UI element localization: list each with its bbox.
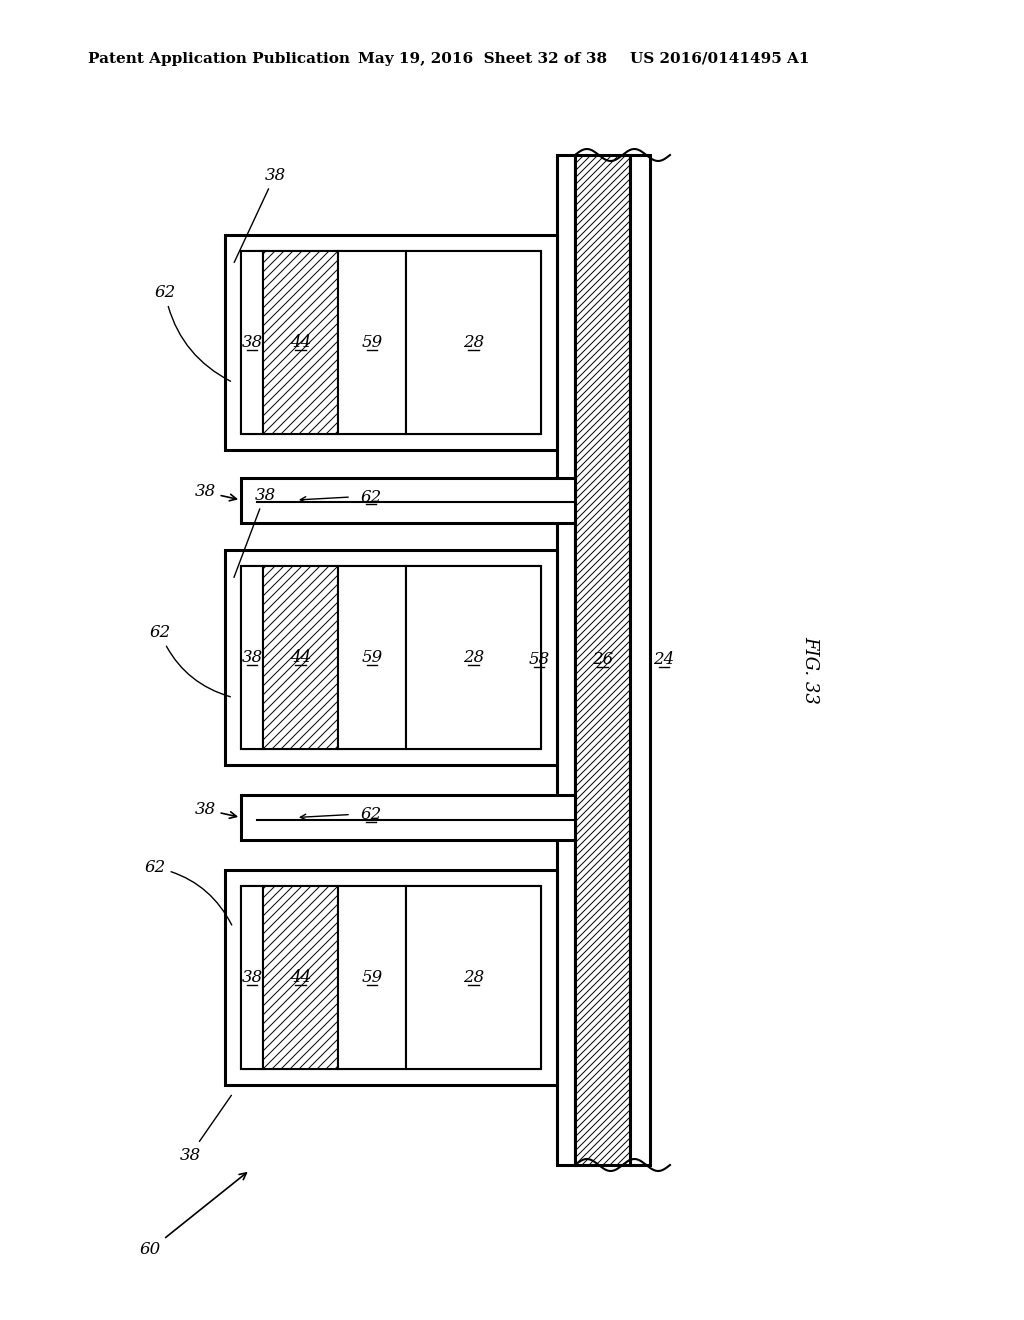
Bar [241,886,263,1069]
Text: 59: 59 [361,969,383,986]
Text: 62: 62 [155,284,230,381]
Text: 26: 26 [592,652,613,668]
Bar [263,251,338,434]
Text: 44: 44 [290,969,311,986]
Text: 62: 62 [144,859,231,925]
Text: 28: 28 [463,334,484,351]
Bar [225,870,557,1085]
Bar [241,566,263,748]
Text: 28: 28 [463,969,484,986]
Text: 38: 38 [242,969,262,986]
Bar [575,154,630,1166]
Bar [630,154,650,1166]
Text: 38: 38 [234,166,286,263]
Text: 24: 24 [653,652,675,668]
Bar [338,886,406,1069]
Bar [241,251,541,434]
Text: 60: 60 [139,1173,247,1258]
Bar [338,566,406,748]
Bar [225,235,557,450]
Text: May 19, 2016  Sheet 32 of 38: May 19, 2016 Sheet 32 of 38 [358,51,607,66]
Bar [263,886,338,1069]
Bar [263,566,338,748]
Text: 44: 44 [290,649,311,667]
Text: 58: 58 [528,652,550,668]
Text: 62: 62 [150,624,230,697]
Text: 38: 38 [179,1096,231,1163]
Bar [225,550,557,766]
Text: 59: 59 [361,334,383,351]
Bar [241,251,263,434]
Bar [241,478,575,523]
Bar [406,251,541,434]
Text: 38: 38 [195,483,237,500]
Text: FIG. 33: FIG. 33 [801,636,819,704]
Bar [241,795,575,840]
Bar [406,566,541,748]
Bar [338,251,406,434]
Text: 28: 28 [463,649,484,667]
Text: 38: 38 [233,487,275,577]
Text: 59: 59 [361,649,383,667]
Bar [241,886,541,1069]
Text: 38: 38 [195,801,237,818]
Text: 44: 44 [290,334,311,351]
Text: Patent Application Publication: Patent Application Publication [88,51,350,66]
Text: US 2016/0141495 A1: US 2016/0141495 A1 [630,51,810,66]
Text: 62: 62 [360,807,382,822]
Bar [406,886,541,1069]
Bar [557,154,575,1166]
Text: 62: 62 [360,488,382,506]
Text: 38: 38 [242,334,262,351]
Bar [241,566,541,748]
Text: 38: 38 [242,649,262,667]
